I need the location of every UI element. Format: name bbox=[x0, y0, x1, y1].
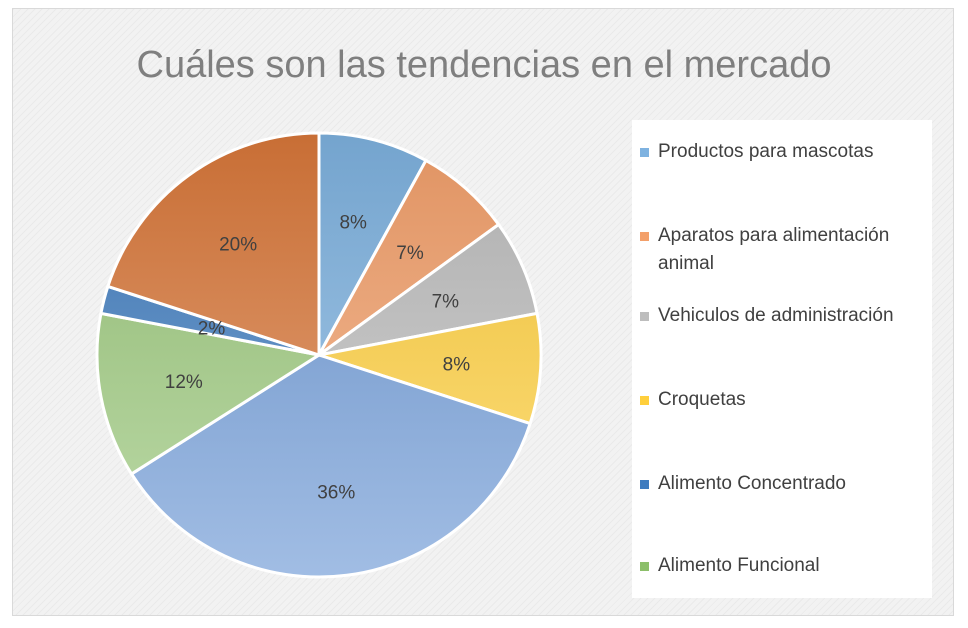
legend-label: Aparatos para alimentación animal bbox=[658, 225, 890, 274]
legend-label: Alimento Funcional bbox=[658, 555, 820, 576]
slice-data-label: 7% bbox=[432, 291, 460, 312]
legend-item-productos-para-mascotas: Productos para mascotas bbox=[640, 138, 930, 166]
slice-data-label: 20% bbox=[219, 235, 257, 256]
pie-slice bbox=[129, 353, 533, 579]
legend-label: Alimento Concentrado bbox=[658, 473, 846, 494]
chart-title: Cuáles son las tendencias en el mercado bbox=[136, 44, 832, 86]
slice-data-label: 2% bbox=[198, 318, 226, 339]
legend-swatch bbox=[640, 232, 649, 241]
legend-item-alimento-funcional: Alimento Funcional bbox=[640, 552, 930, 580]
pie-data-labels: 8% 7% 7% 8% 36% 12% 2% 20% bbox=[165, 213, 470, 504]
legend-item-vehiculos: Vehiculos de administración bbox=[640, 302, 930, 330]
pie-slice bbox=[105, 131, 321, 358]
legend-label: Productos para mascotas bbox=[658, 141, 874, 162]
legend-swatch bbox=[640, 396, 649, 405]
legend-item-alimento-concentrado: Alimento Concentrado bbox=[640, 470, 930, 498]
pie-slice bbox=[318, 311, 543, 426]
legend-item-aparatos: Aparatos para alimentación animal bbox=[640, 222, 930, 278]
legend-label: Croquetas bbox=[658, 389, 746, 410]
slice-data-label: 7% bbox=[396, 243, 424, 264]
legend-swatch bbox=[640, 480, 649, 489]
slice-data-label: 8% bbox=[339, 213, 367, 234]
pie-slice bbox=[317, 131, 428, 356]
legend-item-croquetas: Croquetas bbox=[640, 386, 930, 414]
pie-slices bbox=[95, 131, 543, 579]
slice-data-label: 12% bbox=[165, 372, 203, 393]
slice-data-label: 8% bbox=[443, 355, 471, 376]
legend-label: Vehiculos de administración bbox=[658, 305, 894, 326]
chart-legend: Productos para mascotas Aparatos para al… bbox=[632, 120, 932, 598]
legend-swatch bbox=[640, 562, 649, 571]
pie-slice bbox=[95, 311, 324, 477]
legend-swatch bbox=[640, 312, 649, 321]
slice-data-label: 36% bbox=[317, 483, 355, 504]
legend-swatch bbox=[640, 148, 649, 157]
